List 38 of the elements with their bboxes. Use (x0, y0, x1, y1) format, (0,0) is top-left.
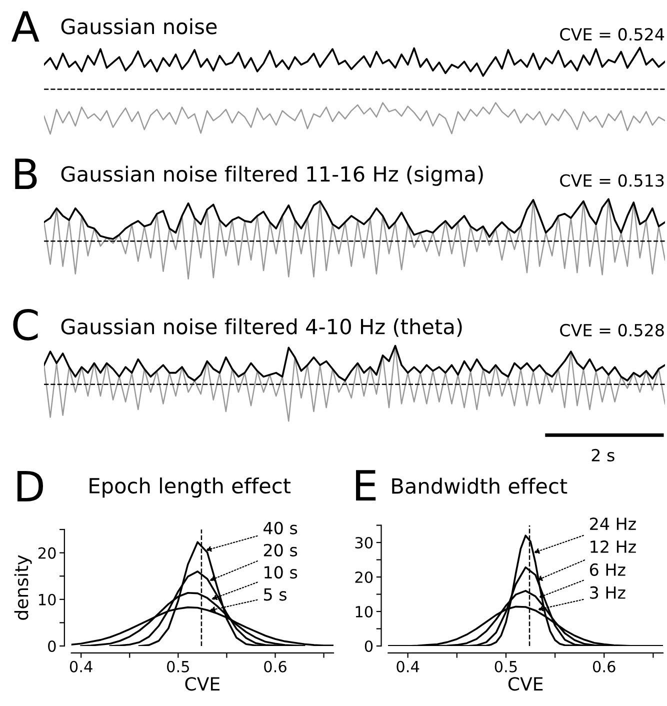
annotation: 40 s (264, 522, 298, 534)
y-tick-label: 0 (48, 640, 56, 652)
annotation: 5 s (264, 588, 286, 601)
chart-title: Epoch length effect (90, 477, 291, 498)
x-tick-label: 0.4 (396, 660, 420, 672)
y-axis-title: density (14, 555, 32, 620)
y-tick-label: 10 (39, 594, 56, 606)
annotation: 3 Hz (590, 586, 626, 599)
chart-title: Gaussian noise (61, 18, 217, 34)
annotation: 12 Hz (590, 540, 636, 553)
y-tick-label: 20 (355, 571, 373, 584)
annotation: 20 s (264, 544, 298, 556)
x-tick-label: 0.6 (264, 660, 286, 672)
annotation: 10 s (264, 566, 298, 579)
text: CVE = 0.524 (560, 28, 664, 41)
text: C (13, 308, 38, 340)
text: CVE = 0.513 (560, 174, 664, 187)
text: E (356, 470, 376, 501)
text: CVE = 0.528 (560, 324, 664, 336)
text: A (11, 11, 40, 42)
y-tick-label: 20 (38, 547, 56, 559)
x-tick-label: 0.5 (167, 660, 189, 672)
y-tick-label: 0 (364, 640, 373, 652)
x-axis-title: CVE (508, 677, 543, 691)
annotation: 24 Hz (590, 517, 636, 530)
y-tick-label: 30 (355, 536, 373, 549)
annotation: 6 Hz (590, 563, 626, 576)
text: D (17, 471, 44, 502)
chart-title: Gaussian noise filtered 4-10 Hz (theta) (61, 318, 462, 337)
text: B (15, 158, 37, 190)
x-tick-label: 0.5 (494, 660, 517, 672)
y-tick-label: 10 (356, 606, 373, 618)
chart-title: Gaussian noise filtered 11-16 Hz (sigma) (61, 166, 483, 186)
x-tick-label: 0.4 (70, 660, 92, 672)
x-tick-label: 0.6 (592, 660, 616, 672)
text: 2 s (592, 448, 614, 462)
x-axis-title: CVE (185, 677, 220, 691)
chart-title: Bandwidth effect (392, 478, 568, 494)
